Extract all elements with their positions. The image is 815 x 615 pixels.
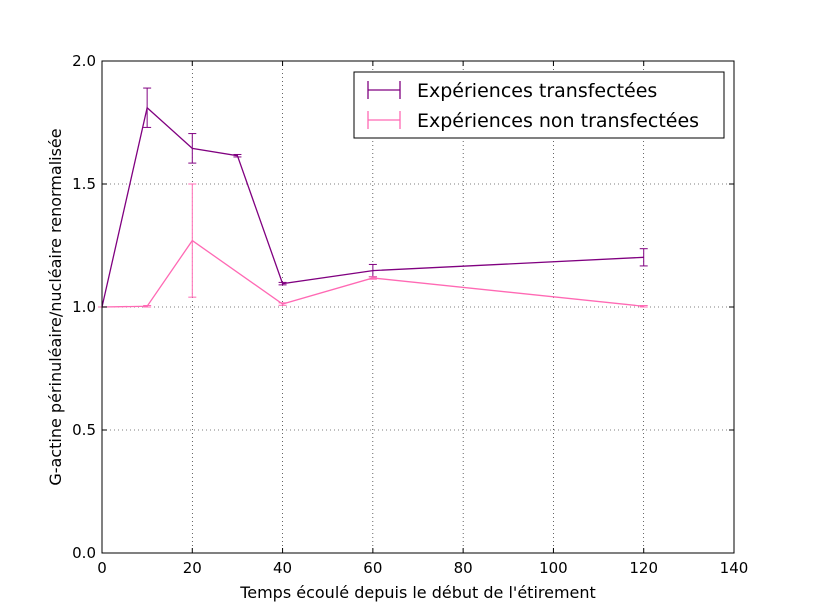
error-bar xyxy=(188,133,197,164)
y-tick-label: 2.0 xyxy=(72,52,96,70)
x-tick-label: 40 xyxy=(273,559,292,577)
x-tick-label: 0 xyxy=(97,559,107,577)
legend-box xyxy=(353,71,725,139)
legend-entry-1: Expériences transfectées xyxy=(367,80,657,102)
y-tick-label: 1.0 xyxy=(72,298,96,316)
x-tick-label: 60 xyxy=(363,559,382,577)
y-tick-label: 0.5 xyxy=(72,421,96,439)
error-bar xyxy=(143,87,152,128)
error-bar xyxy=(368,276,377,280)
legend-label: Expériences transfectées xyxy=(417,80,657,102)
x-tick-label: 20 xyxy=(183,559,202,577)
error-bar xyxy=(188,183,197,298)
series-layer xyxy=(98,87,648,308)
error-bar xyxy=(143,305,152,308)
series-2 xyxy=(98,183,648,308)
legend-entry-2: Expériences non transfectées xyxy=(367,110,699,132)
error-bar xyxy=(233,153,242,158)
legend: Expériences transfectées Expériences non … xyxy=(353,71,725,139)
error-bar xyxy=(639,305,648,308)
legend-label: Expériences non transfectées xyxy=(417,110,699,132)
x-tick-label: 120 xyxy=(629,559,658,577)
y-tick-label: 0.0 xyxy=(72,544,96,562)
x-tick-label: 140 xyxy=(720,559,749,577)
error-bar xyxy=(278,281,287,286)
x-axis-label: Temps écoulé depuis le début de l'étirem… xyxy=(239,583,596,602)
ticks: 0 20 40 60 80 100 120 140 0.0 0.5 1.0 1.5 2.0 xyxy=(72,52,748,577)
grid xyxy=(102,61,734,553)
x-tick-label: 80 xyxy=(454,559,473,577)
error-bar xyxy=(639,248,648,267)
y-axis-label: G-actine périnuléaire/nucléaire renormal… xyxy=(46,128,65,485)
y-tick-label: 1.5 xyxy=(72,175,96,193)
series-line xyxy=(101,239,644,308)
error-bar xyxy=(278,302,287,306)
x-tick-label: 100 xyxy=(539,559,568,577)
